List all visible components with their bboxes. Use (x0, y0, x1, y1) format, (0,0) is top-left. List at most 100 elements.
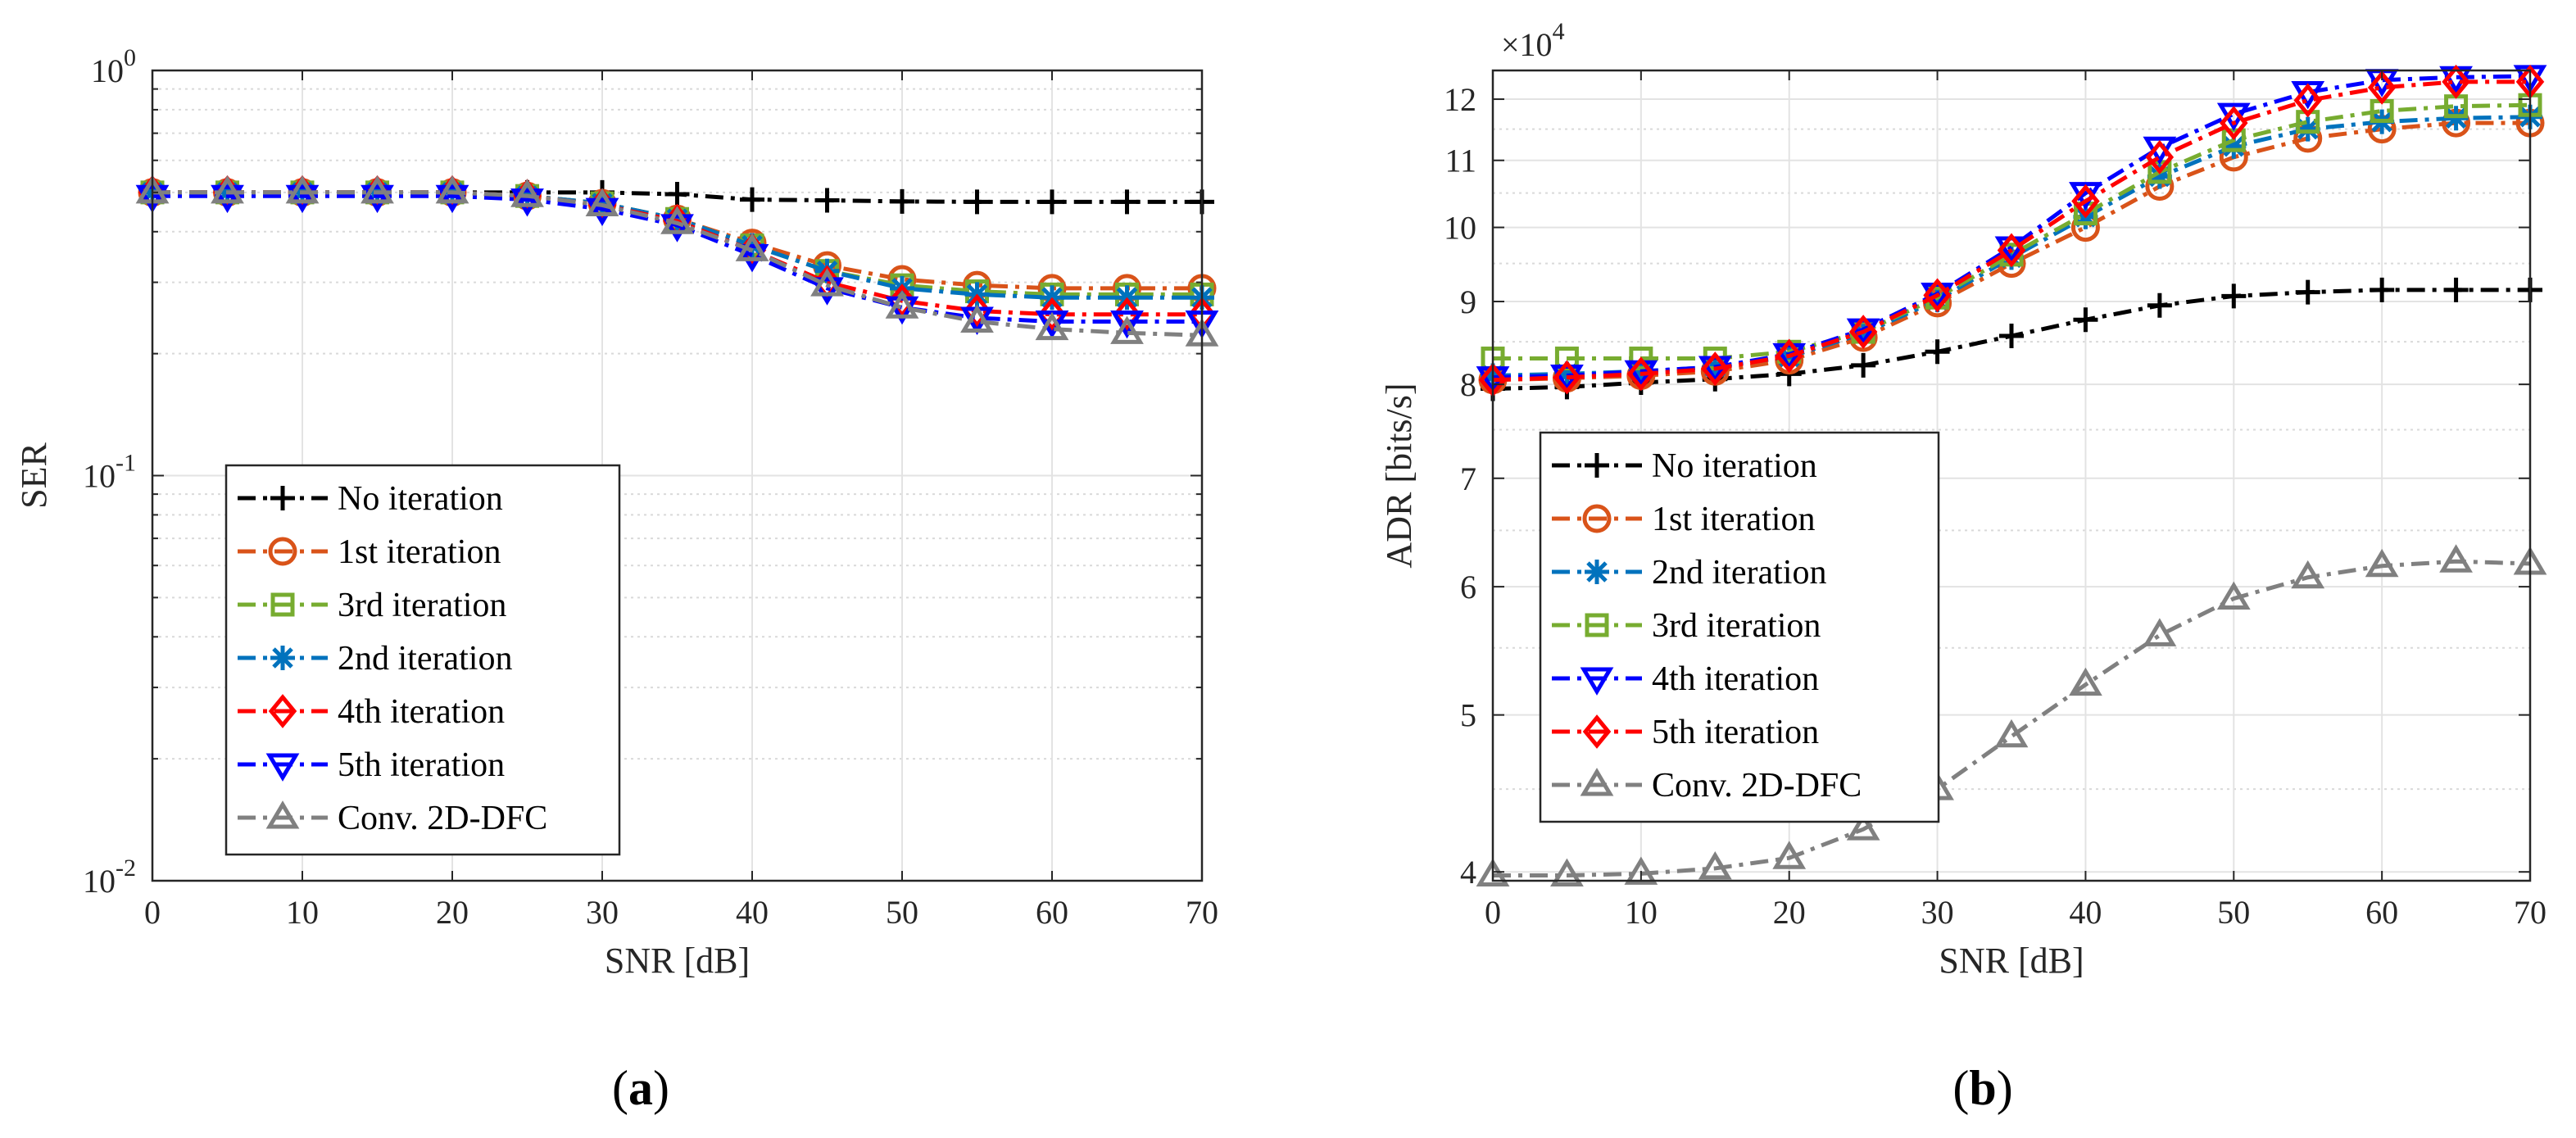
data-point (2442, 64, 2470, 99)
data-point (2071, 184, 2100, 219)
legend-swatch-marker (1580, 667, 1614, 696)
y-tick-base: 10 (83, 863, 116, 900)
data-point (2216, 581, 2251, 610)
y-tick-exponent: 0 (124, 44, 136, 71)
legend-swatch-marker (265, 753, 300, 782)
data-point (740, 187, 764, 212)
legend-item: 4th iteration (1552, 660, 1819, 698)
data-point (1476, 858, 1510, 887)
y-tick-label: 4 (1460, 854, 1476, 891)
data-point (810, 277, 844, 306)
series-line (152, 190, 1203, 338)
y-tick-label: 5 (1460, 697, 1476, 734)
data-point (585, 188, 619, 216)
legend-label: 5th iteration (338, 746, 505, 784)
x-tick-label: 70 (2514, 894, 2547, 931)
data-point (1925, 288, 1950, 313)
caption-open: ( (612, 1061, 628, 1115)
data-point (1997, 233, 2026, 268)
legend-swatch-marker (1580, 768, 1614, 796)
data-point (2147, 164, 2172, 189)
y-tick-label: 12 (1444, 81, 1476, 118)
legend-item: 2nd iteration (1552, 554, 1826, 592)
x-tick-label: 70 (1186, 894, 1218, 931)
legend-item: Conv. 2D-DFC (238, 800, 547, 837)
data-point (1626, 356, 1656, 392)
legend-swatch-marker (270, 486, 295, 510)
legend-label: Conv. 2D-DFC (338, 800, 547, 837)
series-line (1492, 74, 2531, 380)
data-point (435, 184, 469, 214)
data-point (960, 304, 994, 333)
x-axis: 0 10 20 30 40 50 60 70 (144, 70, 1218, 931)
legend-label: 3rd iteration (338, 587, 506, 624)
x-tick-label: 30 (586, 894, 619, 931)
data-point (285, 184, 320, 214)
data-point (1040, 189, 1064, 215)
y-axis-label: ADR [bits/s] (1379, 383, 1419, 568)
x-tick-label: 10 (286, 894, 319, 931)
legend-item: 3rd iteration (238, 587, 506, 624)
x-tick-label: 20 (1773, 894, 1806, 931)
legend-swatch-marker (1585, 560, 1609, 584)
legend-swatch-marker (1585, 613, 1609, 637)
y-tick-exponent: -2 (116, 855, 136, 882)
legend-label: 1st iteration (1652, 501, 1815, 538)
y-tick-label: 8 (1460, 366, 1476, 403)
data-point (1925, 339, 1950, 365)
x-tick-label: 40 (736, 894, 769, 931)
y-tick-label: 10-1 (83, 450, 136, 495)
data-point (964, 189, 990, 215)
data-point (1113, 297, 1141, 332)
y-tick-base: 10 (83, 458, 116, 495)
data-point (885, 290, 919, 319)
data-point (285, 175, 320, 204)
figure-caption: (a) (612, 1061, 669, 1115)
x-tick-label: 0 (1485, 894, 1501, 931)
series-5th-iteration (1478, 64, 2545, 397)
data-point (2221, 134, 2247, 159)
series-conv-2d-dfc (135, 175, 1219, 347)
legend-label: 4th iteration (1652, 660, 1819, 698)
data-point (2221, 283, 2247, 309)
data-point (510, 188, 544, 217)
legend-swatch-marker (268, 537, 297, 566)
x-tick-label: 50 (886, 894, 918, 931)
series-line (1492, 79, 2530, 383)
caption-letter: b (1969, 1061, 1996, 1115)
data-point (1110, 310, 1144, 339)
x-axis-label: SNR [dB] (605, 941, 750, 981)
data-point (1921, 283, 1954, 311)
y-multiplier-exponent: 4 (1553, 18, 1565, 45)
data-point (2370, 277, 2395, 302)
legend-swatch-marker (265, 800, 300, 829)
legend-swatch-marker (1585, 453, 1609, 478)
data-point (2443, 106, 2469, 131)
data-point (1994, 719, 2029, 748)
data-point (1550, 858, 1584, 887)
legend-item: No iteration (238, 480, 503, 518)
legend-swatch-marker (268, 694, 297, 728)
x-tick-label: 20 (436, 894, 469, 931)
data-point (2069, 667, 2102, 696)
y-tick-label: 11 (1444, 143, 1476, 179)
legend-swatch-marker (1582, 504, 1612, 533)
data-point (2147, 292, 2172, 318)
y-tick-label: 6 (1460, 569, 1476, 605)
data-point (585, 197, 619, 227)
y-tick-base: 10 (91, 52, 124, 89)
legend-swatch-marker (1582, 714, 1612, 749)
data-point (1775, 338, 1803, 374)
data-point (2145, 139, 2175, 175)
data-point (2293, 83, 2322, 118)
x-axis-label: SNR [dB] (1939, 941, 2084, 981)
data-point (1114, 189, 1140, 215)
x-tick-label: 0 (144, 894, 161, 931)
data-point (2295, 116, 2320, 142)
legend-item: No iteration (1552, 447, 1817, 485)
data-point (2143, 618, 2177, 646)
